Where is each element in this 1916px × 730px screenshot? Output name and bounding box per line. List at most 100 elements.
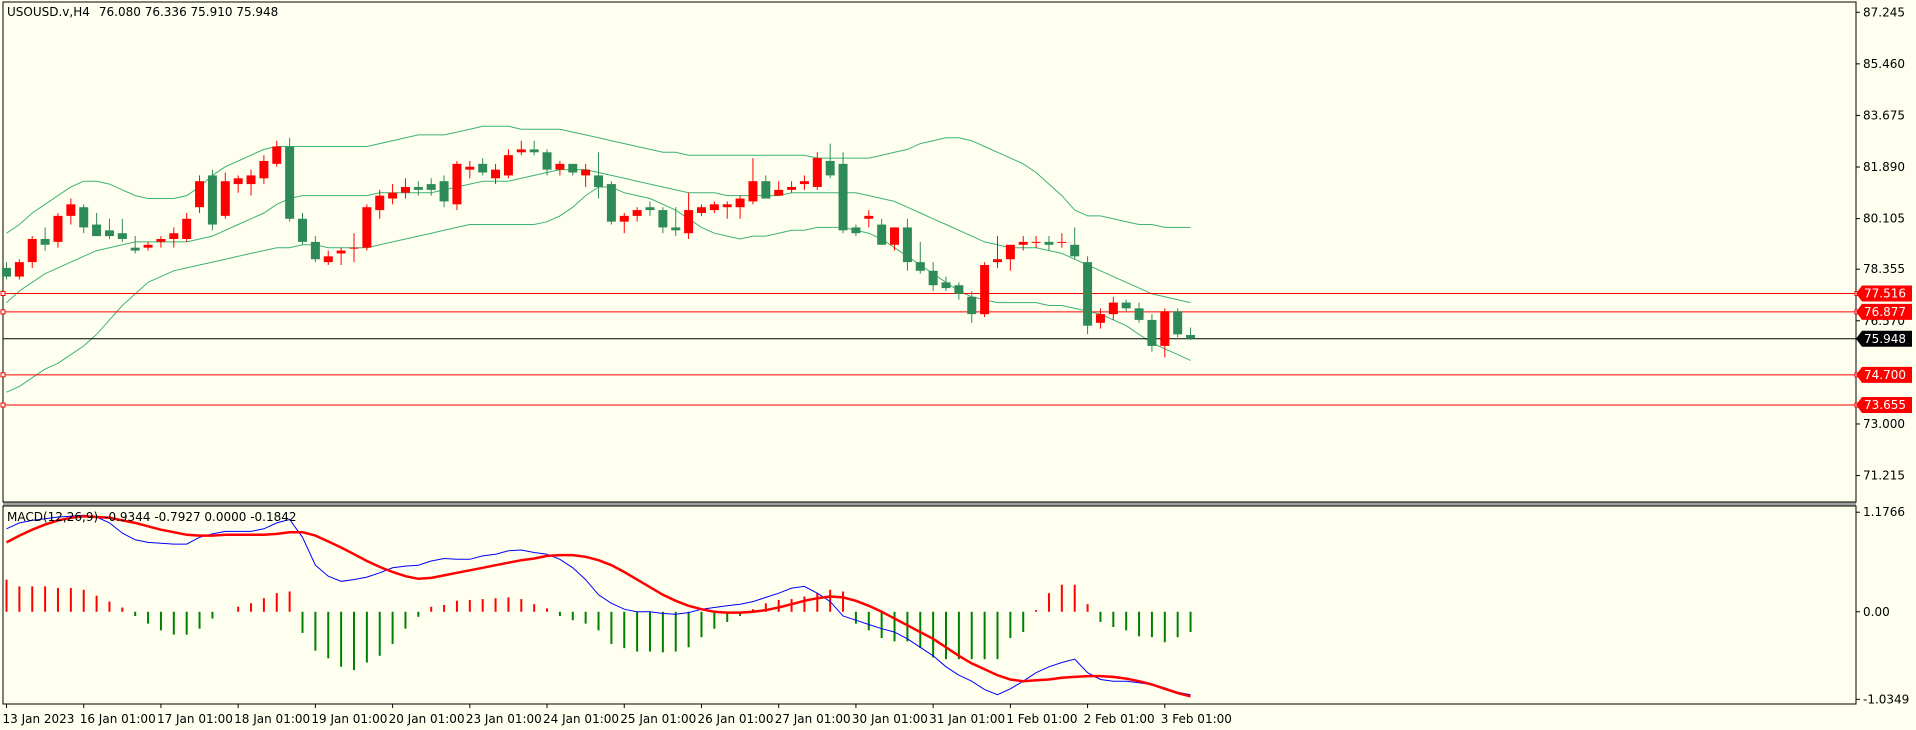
candle-body — [851, 227, 861, 234]
price-axis-label: 78.355 — [1863, 262, 1905, 276]
macd-panel-frame — [2, 505, 1857, 705]
candle-body — [941, 282, 951, 289]
candle-body — [967, 296, 977, 315]
candle-body — [864, 215, 874, 219]
candle-body — [619, 215, 629, 222]
candle-body — [799, 181, 809, 185]
candle-body — [838, 163, 848, 231]
price-axis-label: 85.460 — [1863, 57, 1905, 71]
level-anchor-handle[interactable] — [0, 402, 6, 408]
candle-body — [812, 158, 822, 187]
candle-body — [375, 195, 385, 211]
time-axis-label: 24 Jan 01:00 — [543, 712, 619, 726]
macd-label: MACD(12,26,9) — [7, 510, 98, 524]
candle-body — [954, 285, 964, 294]
candle-body — [465, 166, 475, 170]
level-price-tag — [1856, 366, 1912, 383]
current-price-tag — [1856, 330, 1912, 347]
level-anchor-handle[interactable] — [0, 309, 6, 315]
candle-body — [349, 247, 359, 249]
candle-body — [452, 163, 462, 205]
macd-signal-line — [5, 514, 1191, 698]
candle-body — [542, 152, 552, 170]
level-anchor-handle[interactable] — [0, 372, 6, 378]
candle-body — [594, 175, 604, 187]
time-axis-label: 19 Jan 01:00 — [311, 712, 387, 726]
timeframe-label: H4 — [73, 5, 90, 19]
price-axis: 87.24585.46083.67581.89080.10578.35576.5… — [1856, 5, 1905, 483]
candle-body — [632, 210, 642, 216]
candle-body — [581, 169, 591, 176]
macd-axis-label: -1.0349 — [1863, 692, 1909, 706]
candle-body — [246, 175, 256, 185]
level-price-tag-label: 74.700 — [1864, 368, 1906, 382]
price-panel-frame — [2, 1, 1857, 503]
candle-body — [684, 210, 694, 234]
candle-body — [696, 207, 706, 213]
price-axis-label: 73.000 — [1863, 417, 1905, 431]
candle-body — [323, 256, 333, 263]
macd-axis: 1.1766 0.00 -1.0349 — [1856, 505, 1909, 706]
price-axis-label: 71.215 — [1863, 469, 1905, 483]
level-price-tag — [1856, 285, 1912, 302]
candle-body — [735, 198, 745, 208]
macd-series — [5, 514, 1192, 698]
time-axis-label: 13 Jan 2023 — [3, 712, 75, 726]
candle-body — [362, 207, 372, 248]
candle-body — [439, 181, 449, 202]
candle-body — [169, 233, 179, 239]
candle-body — [722, 204, 732, 208]
candle-body — [1005, 244, 1015, 260]
candle-body — [1121, 302, 1131, 309]
candle-body — [195, 181, 205, 208]
price-axis-label: 83.675 — [1863, 108, 1905, 122]
candle-body — [980, 265, 990, 315]
candle-body — [478, 163, 488, 173]
candle-body — [825, 160, 835, 176]
level-price-tag — [1856, 303, 1912, 320]
candle-body — [27, 238, 37, 263]
candle-body — [1031, 241, 1041, 243]
candle-body — [413, 186, 423, 190]
candle-body — [66, 204, 76, 216]
candle-body — [1070, 244, 1080, 257]
current-price-tag-label: 75.948 — [1864, 332, 1906, 346]
candle-body — [928, 270, 938, 286]
candle-body — [272, 146, 282, 164]
candle-body — [388, 192, 398, 199]
candle-body — [207, 175, 217, 225]
candle-body — [1044, 241, 1054, 245]
price-tags: 77.516 76.877 74.700 73.655 75.948 — [1856, 285, 1912, 414]
time-axis: 13 Jan 2023 16 Jan 01:00 17 Jan 01:00 18 Ja… — [3, 704, 1232, 726]
candle-body — [658, 210, 668, 228]
ohlc-readout: 76.080 76.336 75.910 75.948 — [99, 5, 278, 19]
candle-body — [233, 178, 243, 185]
time-axis-label: 17 Jan 01:00 — [157, 712, 233, 726]
candle-body — [902, 227, 912, 263]
time-axis-label: 16 Jan 01:00 — [80, 712, 156, 726]
candle-body — [220, 181, 230, 216]
macd-axis-label: 0.00 — [1863, 605, 1890, 619]
time-axis-label: 2 Feb 01:00 — [1084, 712, 1155, 726]
time-axis-label: 27 Jan 01:00 — [775, 712, 851, 726]
candle-body — [1095, 314, 1105, 323]
candle-body — [40, 238, 50, 245]
candle-body — [503, 155, 513, 176]
candle-body — [1108, 302, 1118, 315]
candle-body — [787, 186, 797, 190]
candle-body — [555, 163, 565, 170]
candle-body — [709, 204, 719, 211]
candle-body — [645, 207, 655, 211]
candle-body — [53, 215, 63, 242]
level-anchor-handle[interactable] — [0, 290, 6, 296]
candle-body — [1083, 262, 1093, 326]
candle-body — [516, 149, 526, 153]
candle-body — [143, 244, 153, 248]
candle-body — [298, 218, 308, 242]
candle-body — [2, 267, 11, 277]
candle-body — [104, 230, 114, 237]
macd-axis-label: 1.1766 — [1863, 505, 1905, 519]
macd-values-readout: -0.9344 -0.7927 0.0000 -0.1842 — [104, 510, 296, 524]
